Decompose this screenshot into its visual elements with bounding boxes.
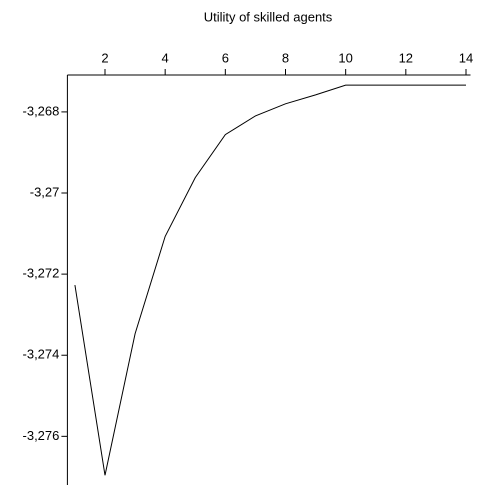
x-tick-label: 14 — [459, 50, 473, 65]
x-tick-label: 12 — [399, 50, 413, 65]
y-tick-label: -3,272 — [23, 266, 60, 281]
x-tick-label: 10 — [338, 50, 352, 65]
x-tick-label: 4 — [162, 50, 169, 65]
y-tick-label: -3,27 — [30, 184, 60, 199]
x-tick-label: 6 — [222, 50, 229, 65]
x-tick-label: 8 — [282, 50, 289, 65]
y-tick-label: -3,276 — [23, 428, 60, 443]
x-tick-label: 2 — [101, 50, 108, 65]
chart-title: Utility of skilled agents — [204, 9, 333, 24]
y-tick-label: -3,274 — [23, 347, 60, 362]
y-tick-label: -3,268 — [23, 103, 60, 118]
line — [74, 84, 466, 476]
